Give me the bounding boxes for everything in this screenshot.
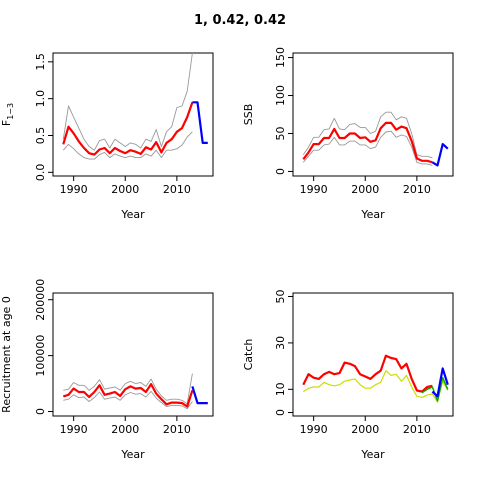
y-tick-label: 100 — [274, 85, 287, 106]
y-tick-label: 0.5 — [34, 127, 47, 145]
panel-f: 1990 2000 2010 0.0 0.5 1.0 1.5 Year F1−3 — [0, 52, 214, 221]
plot-frame — [292, 52, 454, 177]
x-axis-label: Year — [120, 208, 145, 221]
y-axis-label: SSB — [242, 104, 255, 126]
y-tick-label: 30 — [274, 336, 287, 350]
series-line-estimate — [302, 121, 433, 164]
x-axis-label: Year — [120, 448, 145, 461]
series-line-lower — [302, 130, 433, 166]
page-title: 1, 0.42, 0.42 — [193, 13, 287, 28]
x-tick-label: 2000 — [351, 183, 379, 196]
series-line-estimate — [62, 383, 194, 408]
x-axis-label: Year — [360, 208, 385, 221]
series-line-projection — [431, 143, 449, 167]
y-tick-label: 0.0 — [34, 164, 47, 182]
y-tick-label: 1.5 — [34, 53, 47, 70]
series-line-estimate — [62, 101, 194, 156]
x-tick-label: 2010 — [163, 183, 191, 196]
y-tick-label: 10 — [274, 382, 287, 396]
series-line-upper — [302, 111, 433, 159]
series-line-upper — [63, 373, 193, 405]
series-line-projection — [192, 101, 208, 144]
x-tick-label: 1990 — [300, 423, 328, 436]
plot-frame — [52, 292, 214, 417]
series-line-lower — [62, 131, 193, 160]
series-line-upper — [62, 52, 193, 151]
x-axis-label: Year — [360, 448, 385, 461]
plot-frame — [292, 292, 454, 417]
y-tick-label: 0 — [274, 409, 287, 416]
y-tick-label: 50 — [274, 126, 287, 140]
series-line-projection — [431, 367, 449, 398]
y-tick-label: 1.0 — [34, 90, 47, 108]
y-tick-label: 150 — [274, 47, 287, 68]
x-tick-label: 2010 — [403, 423, 431, 436]
x-tick-label: 2000 — [111, 423, 139, 436]
x-tick-label: 2000 — [111, 183, 139, 196]
y-axis-label: Recruitment at age 0 — [0, 296, 13, 413]
y-tick-label: 50 — [274, 289, 287, 303]
y-tick-label: 200000 — [34, 279, 47, 321]
series-line-observed_ci — [302, 370, 449, 403]
x-tick-label: 1990 — [60, 423, 88, 436]
series-line-estimate — [302, 354, 433, 393]
x-tick-label: 2010 — [163, 423, 191, 436]
panel-recruitment: 1990 2000 2010 0 100000 200000 Year Recruitment… — [0, 279, 214, 461]
x-tick-label: 1990 — [300, 183, 328, 196]
panel-catch: 1990 2000 2010 0 10 30 50 Year Catch — [242, 289, 454, 461]
y-tick-label: 100000 — [34, 335, 47, 377]
y-axis-label: Catch — [242, 339, 255, 371]
y-axis-label: F1−3 — [0, 103, 15, 126]
panel-ssb: 1990 2000 2010 0 50 100 150 Year SSB — [242, 47, 454, 221]
y-tick-label: 0 — [34, 408, 47, 415]
x-tick-label: 2010 — [403, 183, 431, 196]
series-line-lower — [63, 390, 193, 410]
x-tick-label: 2000 — [351, 423, 379, 436]
plot-frame — [52, 52, 214, 177]
x-tick-label: 1990 — [60, 183, 88, 196]
series-line-projection — [191, 386, 208, 405]
y-tick-label: 0 — [274, 168, 287, 175]
